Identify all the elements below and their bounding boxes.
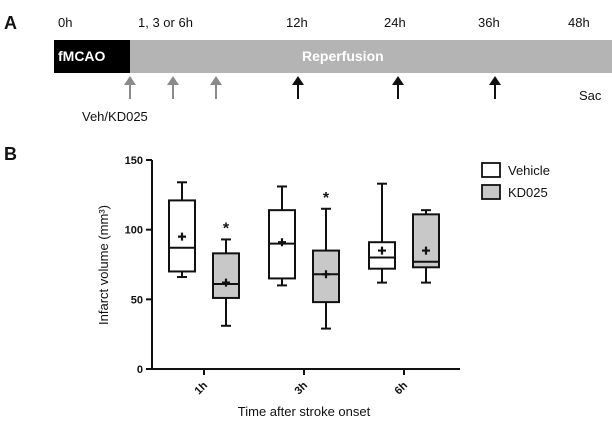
y-tick-label: 50: [131, 294, 143, 306]
time-label-0h: 0h: [58, 15, 72, 30]
y-tick-label: 0: [137, 364, 143, 376]
time-label-12h: 12h: [286, 15, 308, 30]
x-tick-label-3h: 3h: [293, 379, 311, 397]
significance-star: *: [223, 220, 230, 237]
box-kd025-6h: [412, 209, 440, 284]
mean-marker: [422, 246, 430, 255]
significance-markers: **: [223, 190, 330, 238]
mean-marker: [278, 238, 286, 247]
treatment-label: Veh/KD025: [82, 109, 148, 124]
mean-marker: [322, 270, 330, 279]
box-vehicle-3h: [268, 185, 296, 287]
treatment-arrow: [124, 76, 136, 99]
legend-swatch-kd025: [481, 184, 501, 200]
mean-marker: [378, 246, 386, 255]
box-vehicle-1h: [168, 181, 196, 279]
mean-marker: [178, 232, 186, 241]
legend: Vehicle KD025: [481, 162, 550, 200]
treatment-arrow: [210, 76, 222, 99]
box-iqr: [368, 241, 396, 270]
box-iqr: [212, 252, 240, 299]
panel-a-letter: A: [4, 13, 17, 33]
panel-b-letter: B: [4, 144, 17, 164]
box-plots: [168, 181, 440, 330]
legend-label-kd025: KD025: [508, 185, 548, 200]
mean-marker: [222, 278, 230, 287]
box-vehicle-6h: [368, 182, 396, 284]
y-tick-label: 100: [125, 225, 143, 237]
timepoint-arrow: [489, 76, 501, 99]
legend-swatch-vehicle: [481, 162, 501, 178]
y-tick-label: 150: [125, 155, 143, 167]
time-label-24h: 24h: [384, 15, 406, 30]
time-label-1-3-6h: 1, 3 or 6h: [138, 15, 193, 30]
legend-label-vehicle: Vehicle: [508, 163, 550, 178]
timepoint-arrow: [292, 76, 304, 99]
sacrifice-label: Sac: [579, 88, 602, 103]
box-kd025-1h: [212, 238, 240, 327]
significance-star: *: [323, 190, 330, 207]
x-ticks: 1h 3h 6h: [193, 369, 411, 397]
occlusion-segment: [54, 40, 130, 73]
y-axis-title: Infarct volume (mm³): [96, 205, 111, 325]
time-label-48h: 48h: [568, 15, 590, 30]
reperfusion-label: Reperfusion: [302, 48, 384, 64]
box-iqr: [412, 213, 440, 269]
timepoint-arrow: [392, 76, 404, 99]
box-kd025-3h: [312, 207, 340, 330]
y-ticks: 0 50 100 150: [125, 155, 152, 376]
treatment-arrow: [167, 76, 179, 99]
occlusion-label: fMCAO: [58, 48, 106, 64]
x-tick-label-1h: 1h: [193, 379, 211, 397]
time-label-36h: 36h: [478, 15, 500, 30]
reperfusion-segment: [130, 40, 612, 73]
x-tick-label-6h: 6h: [393, 379, 411, 397]
x-axis-title: Time after stroke onset: [238, 404, 371, 419]
